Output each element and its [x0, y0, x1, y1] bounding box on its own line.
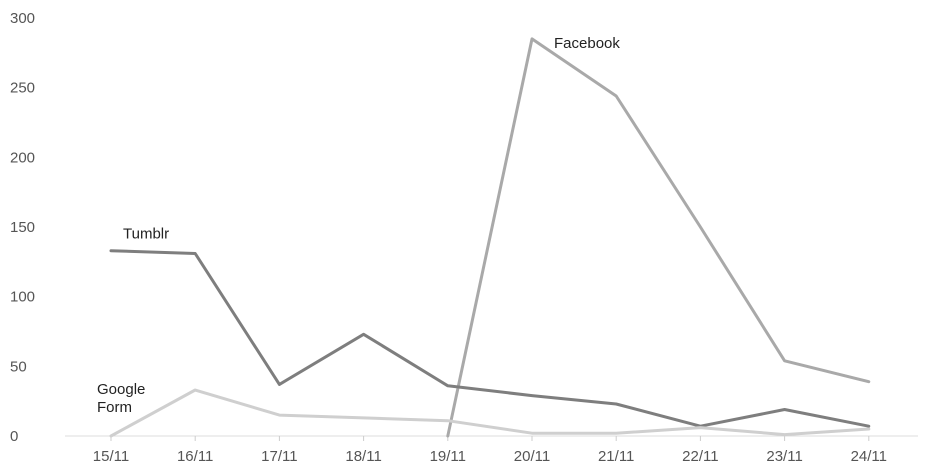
axis-layer: 0 50 100 150 200 250 300 15/11 16/11 17/11 18/11 19…	[10, 10, 918, 465]
series-label-facebook: Facebook	[554, 35, 620, 52]
x-tick-label: 16/11	[177, 448, 213, 465]
y-tick-label: 250	[10, 80, 35, 97]
y-tick-label: 100	[10, 289, 35, 306]
y-tick-label: 150	[10, 219, 35, 236]
series-line-tumblr	[109, 249, 871, 428]
x-tick-label: 19/11	[430, 448, 466, 465]
x-tick-label: 22/11	[682, 448, 718, 465]
series-label-google-form: Google Form	[97, 381, 145, 416]
series-line-google-form	[109, 388, 871, 438]
series-label-tumblr: Tumblr	[123, 226, 169, 243]
x-tick-label: 20/11	[514, 448, 550, 465]
y-tick-label: 200	[10, 149, 35, 166]
x-tick-label: 15/11	[93, 448, 129, 465]
x-tick-label: 24/11	[851, 448, 887, 465]
series-line-facebook	[446, 37, 871, 438]
x-tick-label: 17/11	[261, 448, 297, 465]
series-layer	[109, 37, 871, 438]
y-tick-label: 50	[10, 358, 27, 375]
y-tick-label: 300	[10, 10, 35, 27]
y-tick-label: 0	[10, 428, 18, 445]
x-tick-label: 18/11	[345, 448, 381, 465]
series-label-layer: Facebook Tumblr Google Form	[97, 35, 620, 416]
x-tick-label: 23/11	[766, 448, 802, 465]
x-tick-label: 21/11	[598, 448, 634, 465]
